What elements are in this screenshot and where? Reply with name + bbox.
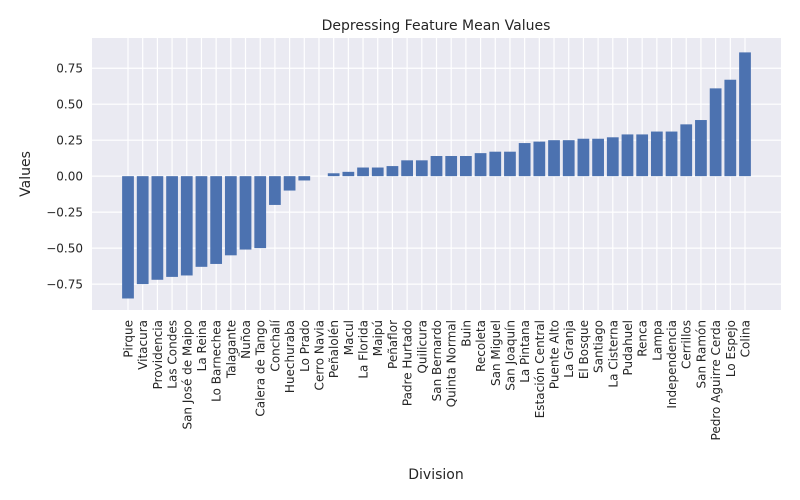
x-tick-label: La Florida [357,320,371,379]
bar [342,171,355,177]
x-tick-label: Huechuraba [283,320,297,393]
x-tick-label: La Pintana [518,320,532,383]
x-tick-label: Santiago [592,320,606,373]
bar [621,134,634,177]
x-tick-label: Buin [459,320,473,347]
bar [636,134,649,177]
x-tick-label: Calera de Tango [254,320,268,417]
x-tick-label: Las Condes [166,320,180,389]
bar [739,52,751,177]
x-tick-label: Macul [342,320,356,355]
bar [195,176,208,267]
x-tick-label: Colina [739,320,753,357]
x-tick-label: Cerro Navia [312,320,326,390]
chart-title: Depressing Feature Mean Values [322,18,551,34]
bar [592,138,604,177]
y-tick-labels: −0.75 −0.50 −0.25 0.00 0.25 0.50 0.75 [46,62,83,292]
bars [122,52,751,299]
x-tick-label: Quilicura [415,320,429,374]
bar [298,176,311,181]
bar [504,151,516,177]
bar [548,140,560,177]
bar [166,176,178,277]
bar [650,131,663,177]
x-tick-label: La Granja [562,320,576,378]
bar [239,176,252,250]
bar [460,156,472,177]
x-tick-label: Lo Barnechea [210,320,224,402]
x-tick-label: Puente Alto [548,320,562,389]
bar [357,167,369,177]
x-tick-label: San Joaquín [503,320,517,391]
bar [680,124,693,177]
x-tick-label: Pedro Aguirre Cerda [709,320,723,440]
bar [533,141,546,177]
bar [724,79,737,177]
y-tick-label: 0.25 [56,134,83,148]
bar [606,137,619,177]
bar [283,176,296,191]
y-tick-label: 0.75 [56,62,83,76]
x-tick-labels: Pirque Vitacura Providencia Las Condes San J… [122,319,753,440]
x-tick-label: La Cisterna [606,320,620,388]
x-tick-label: San Miguel [489,320,503,386]
x-tick-label: Independencia [665,320,679,409]
bar [445,156,458,177]
y-tick-label: 0.50 [56,98,83,112]
bar [401,160,413,177]
y-tick-label: −0.75 [46,278,83,292]
x-tick-label: Lampa [650,320,664,361]
x-tick-label: La Reina [195,320,209,371]
x-tick-label: Estación Central [533,320,547,418]
y-tick-label: −0.25 [46,206,83,220]
x-tick-label: Pudahuel [621,320,635,376]
x-tick-label: San Bernardo [430,320,444,401]
bar [695,120,707,177]
bar [224,176,237,256]
x-tick-label: Providencia [151,320,165,389]
bar [665,131,678,177]
x-tick-label: Vitacura [136,320,150,370]
x-tick-label: Peñalolén [327,320,341,378]
x-tick-label: Lo Prado [298,320,312,372]
bar [122,176,134,299]
x-tick-label: Conchalí [268,319,282,371]
x-tick-label: Talagante [224,320,238,379]
bar [136,176,149,285]
bar [151,176,164,280]
bar [327,173,340,177]
bar [562,140,575,177]
x-tick-label: Lo Espejo [724,320,738,377]
x-tick-label: Ñuñoa [238,320,253,359]
bar [371,167,384,177]
bar [180,176,193,276]
bar [474,153,487,177]
x-tick-label: Renca [636,320,650,357]
x-tick-label: San Ramón [694,320,708,388]
bar [709,88,722,177]
x-tick-label: El Bosque [577,320,591,379]
y-tick-label: 0.00 [56,170,83,184]
x-tick-label: Peñaflor [386,320,400,369]
x-tick-label: San José de Maipo [180,320,194,430]
x-tick-label: Recoleta [474,320,488,372]
x-axis-title: Division [408,467,463,483]
x-tick-label: Maipú [371,320,385,356]
bar [386,166,399,177]
x-tick-label: Pirque [122,320,136,358]
bar [210,176,223,264]
y-axis-title: Values [18,151,34,197]
bar [489,151,502,177]
x-tick-label: Padre Hurtado [401,320,415,406]
bar [269,176,281,205]
x-tick-label: Cerrillos [680,320,694,369]
y-tick-label: −0.50 [46,242,83,256]
bar [430,156,443,177]
bar [518,143,531,177]
bar [577,138,590,177]
bar [254,176,267,249]
bar [415,160,428,177]
x-tick-label: Quinta Normal [445,320,459,407]
